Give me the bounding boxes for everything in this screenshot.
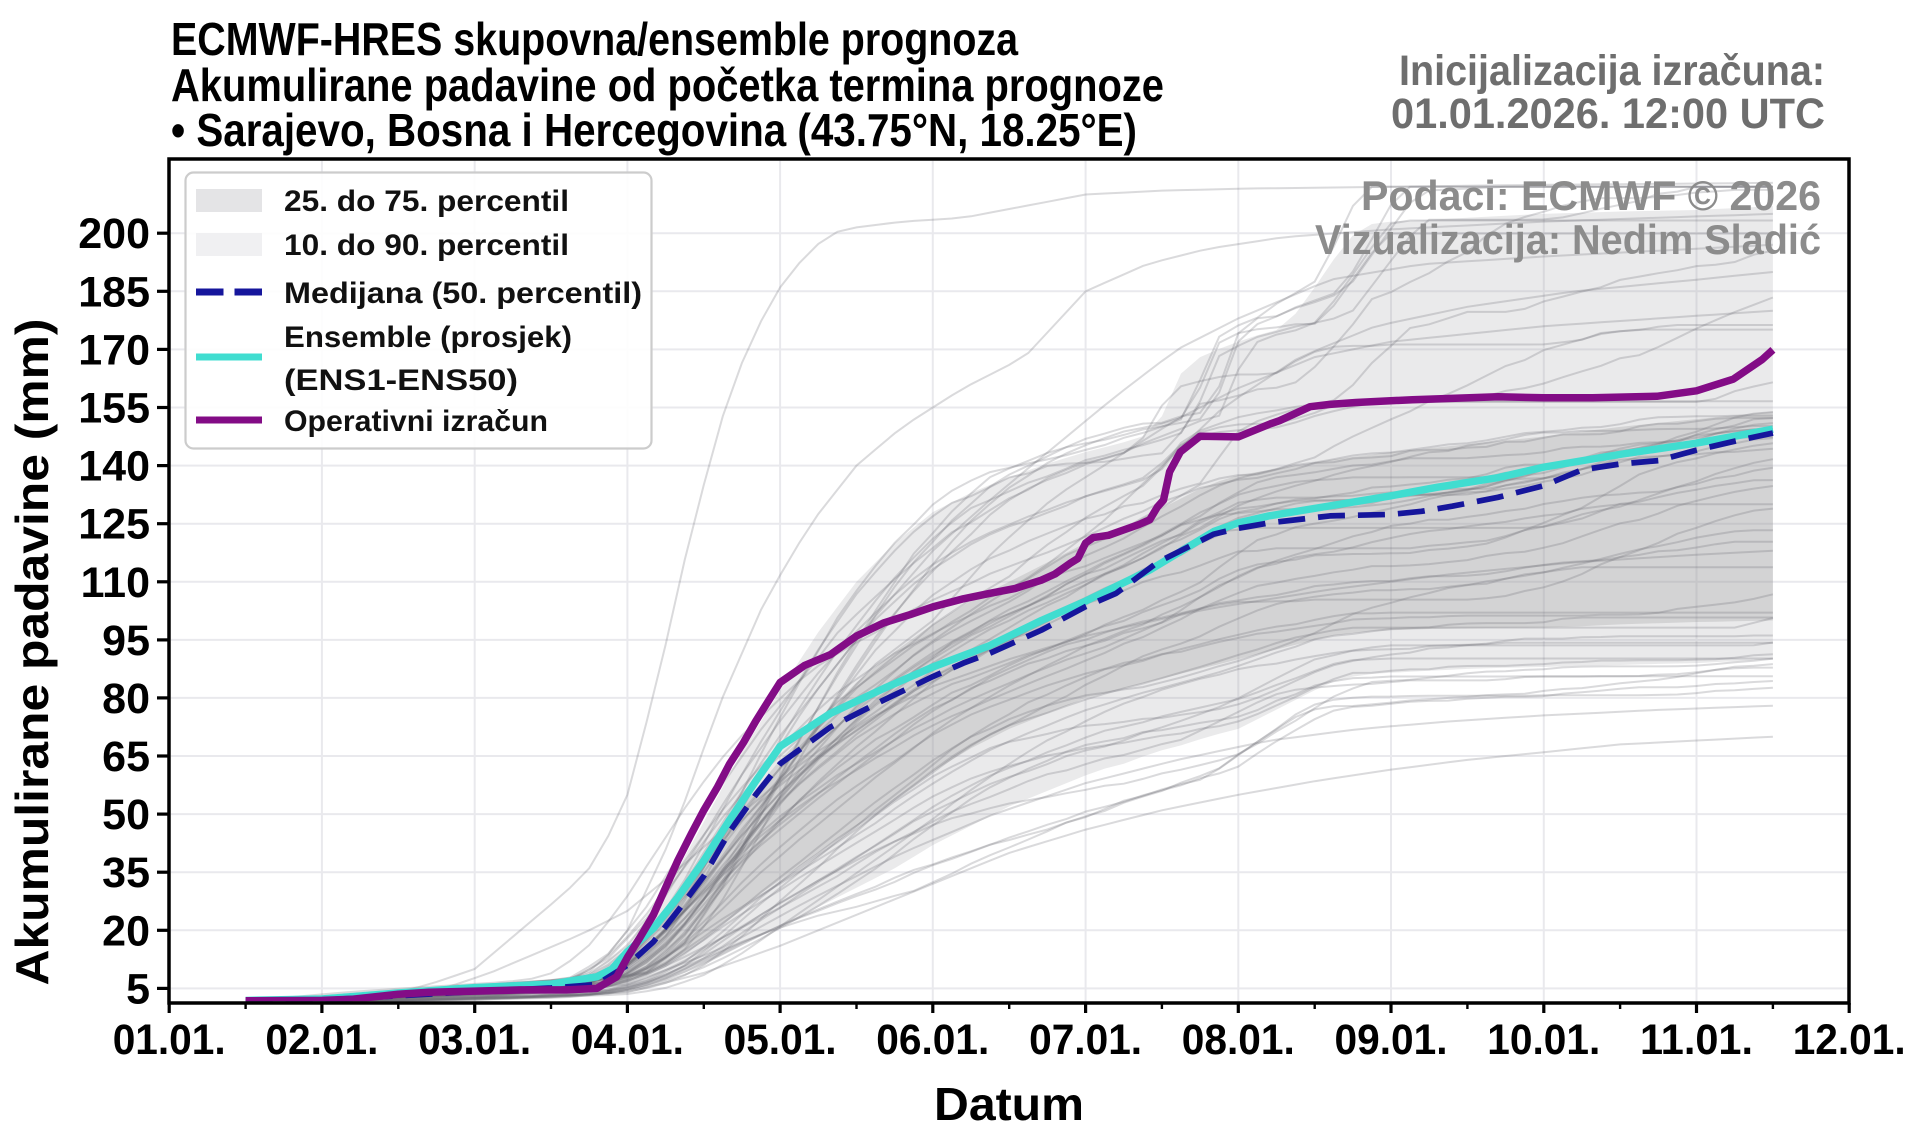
svg-text:35: 35	[102, 849, 150, 897]
svg-text:200: 200	[78, 210, 150, 258]
svg-text:140: 140	[78, 443, 150, 491]
svg-text:(ENS1-ENS50): (ENS1-ENS50)	[284, 364, 518, 397]
svg-text:12.01.: 12.01.	[1793, 1016, 1906, 1064]
svg-text:Podaci: ECMWF © 2026: Podaci: ECMWF © 2026	[1361, 172, 1821, 219]
svg-text:11.01.: 11.01.	[1640, 1016, 1753, 1064]
svg-text:125: 125	[78, 501, 150, 549]
svg-text:Vizualizacija: Nedim Sladić: Vizualizacija: Nedim Sladić	[1315, 216, 1821, 263]
svg-text:10.01.: 10.01.	[1487, 1016, 1600, 1064]
svg-text:20: 20	[102, 907, 150, 955]
svg-text:5: 5	[126, 965, 150, 1013]
svg-text:03.01.: 03.01.	[418, 1016, 531, 1064]
svg-text:155: 155	[78, 385, 150, 433]
svg-text:05.01.: 05.01.	[724, 1016, 837, 1064]
svg-text:Akumulirane padavine od početk: Akumulirane padavine od početka termina …	[171, 59, 1164, 111]
svg-text:25. do 75. percentil: 25. do 75. percentil	[284, 185, 569, 218]
svg-text:Ensemble (prosjek): Ensemble (prosjek)	[284, 321, 572, 354]
svg-text:ECMWF-HRES skupovna/ensemble p: ECMWF-HRES skupovna/ensemble prognoza	[171, 13, 1018, 65]
svg-text:95: 95	[102, 617, 150, 665]
svg-text:04.01.: 04.01.	[571, 1016, 684, 1064]
svg-text:65: 65	[102, 733, 150, 781]
svg-text:01.01.: 01.01.	[113, 1016, 226, 1064]
svg-text:Medijana (50. percentil): Medijana (50. percentil)	[284, 277, 642, 310]
svg-text:80: 80	[102, 675, 150, 723]
svg-text:50: 50	[102, 791, 150, 839]
svg-text:07.01.: 07.01.	[1029, 1016, 1142, 1064]
svg-text:185: 185	[78, 268, 150, 316]
svg-text:110: 110	[81, 559, 150, 607]
svg-text:01.01.2026. 12:00 UTC: 01.01.2026. 12:00 UTC	[1391, 90, 1825, 138]
svg-text:06.01.: 06.01.	[876, 1016, 989, 1064]
svg-text:02.01.: 02.01.	[265, 1016, 378, 1064]
svg-text:• Sarajevo, Bosna i Hercegovin: • Sarajevo, Bosna i Hercegovina (43.75°N…	[171, 104, 1137, 156]
svg-text:Datum: Datum	[934, 1078, 1084, 1129]
svg-text:Akumulirane padavine (mm): Akumulirane padavine (mm)	[6, 319, 58, 986]
svg-text:09.01.: 09.01.	[1335, 1016, 1448, 1064]
svg-text:Inicijalizacija izračuna:: Inicijalizacija izračuna:	[1399, 47, 1825, 95]
svg-text:170: 170	[78, 326, 150, 374]
svg-text:08.01.: 08.01.	[1182, 1016, 1295, 1064]
svg-text:Operativni izračun: Operativni izračun	[284, 405, 548, 438]
svg-text:10. do 90. percentil: 10. do 90. percentil	[284, 229, 569, 262]
